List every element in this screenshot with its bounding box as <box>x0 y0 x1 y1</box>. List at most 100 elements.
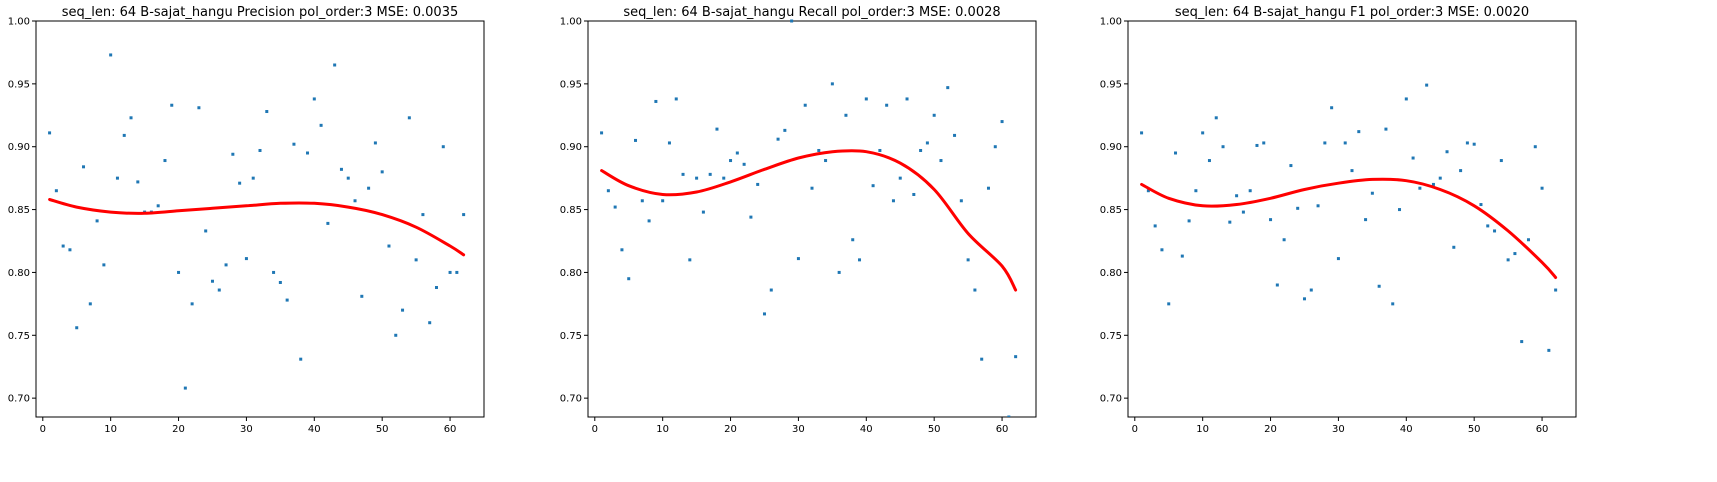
data-point <box>946 86 950 90</box>
data-point <box>170 103 174 107</box>
data-point <box>1323 141 1327 145</box>
fit-line <box>1140 177 1558 279</box>
data-point <box>1153 224 1157 228</box>
data-point <box>1214 116 1218 120</box>
data-point <box>183 386 187 390</box>
data-point <box>885 103 889 107</box>
data-point <box>346 176 350 180</box>
data-point <box>1547 348 1551 352</box>
data-point <box>1493 229 1497 233</box>
data-point <box>1269 218 1273 222</box>
data-point <box>844 113 848 117</box>
data-point <box>851 238 855 242</box>
data-point <box>722 176 726 180</box>
data-point <box>810 186 814 190</box>
data-point <box>864 97 868 101</box>
data-point <box>48 131 52 135</box>
plot-data <box>600 19 1018 417</box>
data-point <box>401 308 405 312</box>
data-point <box>414 258 418 262</box>
data-point <box>939 159 943 163</box>
data-point <box>1465 141 1469 145</box>
data-point <box>434 286 438 290</box>
data-point <box>1262 141 1266 145</box>
data-point <box>1201 131 1205 135</box>
data-point <box>163 159 167 163</box>
data-point <box>238 181 242 185</box>
y-tick-label: 1.00 <box>1100 17 1122 28</box>
data-point <box>299 357 303 361</box>
y-tick-label: 0.95 <box>8 79 30 90</box>
data-point <box>1486 224 1490 228</box>
data-point <box>654 99 658 103</box>
data-point <box>620 248 624 252</box>
data-point <box>88 302 92 306</box>
y-tick-label: 0.75 <box>1100 331 1122 342</box>
data-point <box>1391 302 1395 306</box>
data-point <box>1526 238 1530 242</box>
x-tick-label: 30 <box>792 424 805 435</box>
data-point <box>1445 150 1449 154</box>
y-tick-label: 0.90 <box>560 142 582 153</box>
x-tick-label: 50 <box>1468 424 1481 435</box>
data-point <box>1533 145 1537 149</box>
data-point <box>878 148 882 152</box>
y-tick-label: 0.80 <box>1100 268 1122 279</box>
data-point <box>1452 245 1456 249</box>
data-point <box>1146 189 1150 193</box>
plot-data <box>1140 83 1558 352</box>
data-point <box>360 294 364 298</box>
x-tick-label: 30 <box>1332 424 1345 435</box>
data-point <box>1513 252 1517 256</box>
data-point <box>54 189 58 193</box>
data-point <box>462 213 466 217</box>
y-tick-label: 0.70 <box>1100 394 1122 405</box>
x-tick-label: 40 <box>860 424 873 435</box>
data-point <box>1207 159 1211 163</box>
data-point <box>258 148 262 152</box>
y-tick-label: 0.75 <box>560 331 582 342</box>
data-point <box>312 97 316 101</box>
data-point <box>1350 169 1354 173</box>
data-point <box>1330 106 1334 110</box>
data-point <box>448 270 452 274</box>
data-point <box>122 133 126 137</box>
y-tick-label: 0.90 <box>1100 142 1122 153</box>
data-point <box>627 277 631 281</box>
data-point <box>742 162 746 166</box>
x-tick-label: 40 <box>1400 424 1413 435</box>
data-point <box>190 302 194 306</box>
data-point <box>224 263 228 267</box>
data-point <box>373 141 377 145</box>
data-point <box>688 258 692 262</box>
data-point <box>1275 283 1279 287</box>
data-point <box>217 288 221 292</box>
data-point <box>1540 186 1544 190</box>
data-point <box>1459 169 1463 173</box>
data-point <box>1357 130 1361 134</box>
plot-data <box>48 53 466 390</box>
data-point <box>1302 297 1306 301</box>
y-tick-label: 0.85 <box>1100 205 1122 216</box>
data-point <box>109 53 113 57</box>
data-point <box>75 326 79 330</box>
chart-f1: seq_len: 64 B-sajat_hangu F1 pol_order:3… <box>1092 0 1652 482</box>
x-tick-label: 20 <box>1264 424 1277 435</box>
y-tick-label: 0.70 <box>8 394 30 405</box>
data-point <box>1289 164 1293 168</box>
data-point <box>1411 156 1415 160</box>
data-point <box>251 176 255 180</box>
data-point <box>1418 186 1422 190</box>
data-point <box>1248 189 1252 193</box>
data-point <box>986 186 990 190</box>
data-point <box>1235 194 1239 198</box>
data-point <box>762 312 766 316</box>
data-point <box>1479 203 1483 207</box>
y-tick-label: 0.75 <box>8 331 30 342</box>
chart-recall: seq_len: 64 B-sajat_hangu Recall pol_ord… <box>552 0 1112 482</box>
data-point <box>1316 204 1320 208</box>
data-point <box>407 116 411 120</box>
data-point <box>339 167 343 171</box>
y-tick-label: 0.95 <box>1100 79 1122 90</box>
chart-title: seq_len: 64 B-sajat_hangu Precision pol_… <box>62 5 459 20</box>
